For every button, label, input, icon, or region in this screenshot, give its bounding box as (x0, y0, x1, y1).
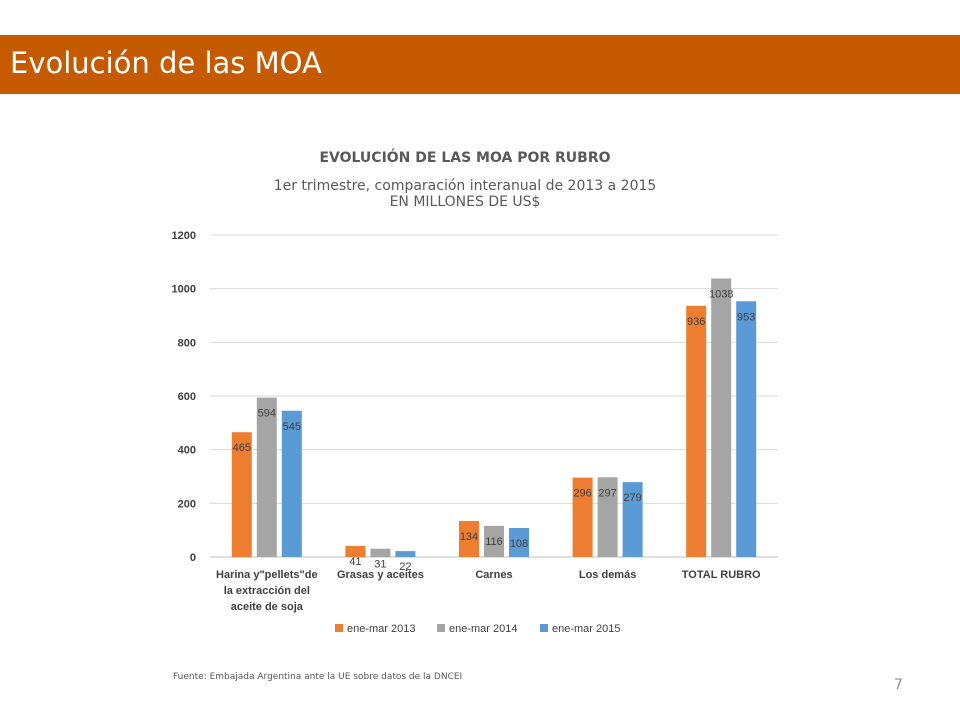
bar (231, 432, 252, 557)
y-tick-label: 200 (178, 498, 196, 510)
y-tick-label: 400 (178, 445, 196, 457)
chart-subtitle: 1er trimestre, comparación interanual de… (273, 178, 657, 194)
page-title: Evolución de las MOA (10, 46, 322, 80)
bar (395, 551, 416, 557)
y-tick-label: 1200 (172, 230, 196, 242)
y-tick-label: 1000 (172, 284, 196, 296)
legend-swatch (335, 624, 343, 632)
data-label: 108 (510, 538, 528, 550)
data-label: 134 (460, 531, 478, 543)
data-label: 594 (258, 408, 276, 420)
bar (459, 521, 479, 557)
data-label: 22 (399, 561, 411, 573)
x-tick-label: la extracción del (224, 585, 310, 597)
legend-swatch (540, 624, 548, 632)
data-label: 279 (623, 492, 641, 504)
bar (736, 301, 757, 557)
x-tick-label: Harina y"pellets"de (216, 569, 318, 581)
y-tick-label: 600 (178, 391, 196, 403)
legend-label: ene-mar 2013 (347, 623, 416, 635)
legend-label: ene-mar 2014 (449, 623, 518, 635)
bar (711, 278, 732, 557)
y-tick-label: 0 (190, 552, 196, 564)
chart-units-label: EN MILLONES DE US$ (389, 194, 541, 210)
x-tick-label: Los demás (579, 569, 636, 581)
x-tick-label: aceite de soja (231, 601, 304, 613)
bar (256, 397, 277, 557)
x-tick-label: Grasas y aceites (337, 569, 424, 581)
legend-swatch (437, 624, 445, 632)
chart-title: EVOLUCIÓN DE LAS MOA POR RUBRO (319, 150, 611, 166)
bar (572, 477, 593, 557)
data-label: 465 (233, 442, 251, 454)
x-tick-label: TOTAL RUBRO (682, 569, 761, 581)
data-label: 297 (598, 487, 616, 499)
bar (281, 410, 302, 557)
bar (622, 482, 643, 557)
data-label: 936 (687, 316, 705, 328)
y-tick-label: 800 (178, 337, 196, 349)
x-tick-label: Carnes (475, 569, 512, 581)
data-label: 1038 (709, 288, 733, 300)
data-label: 41 (349, 556, 361, 568)
bar (597, 477, 618, 557)
data-label: 545 (283, 421, 301, 433)
bar (484, 525, 504, 557)
data-label: 953 (737, 311, 755, 323)
source-note: Fuente: Embajada Argentina ante la UE so… (173, 672, 463, 682)
bar (686, 305, 707, 557)
bar (509, 528, 529, 557)
title-bar: Evolución de las MOA (0, 35, 960, 94)
data-label: 296 (573, 488, 591, 500)
chart-subtitle-block: 1er trimestre, comparación interanual de… (165, 178, 765, 210)
bar (345, 545, 366, 557)
data-label: 31 (374, 559, 386, 571)
legend-label: ene-mar 2015 (552, 623, 621, 635)
data-label: 116 (485, 536, 503, 548)
page-number: 7 (894, 677, 903, 693)
bar (370, 548, 391, 557)
